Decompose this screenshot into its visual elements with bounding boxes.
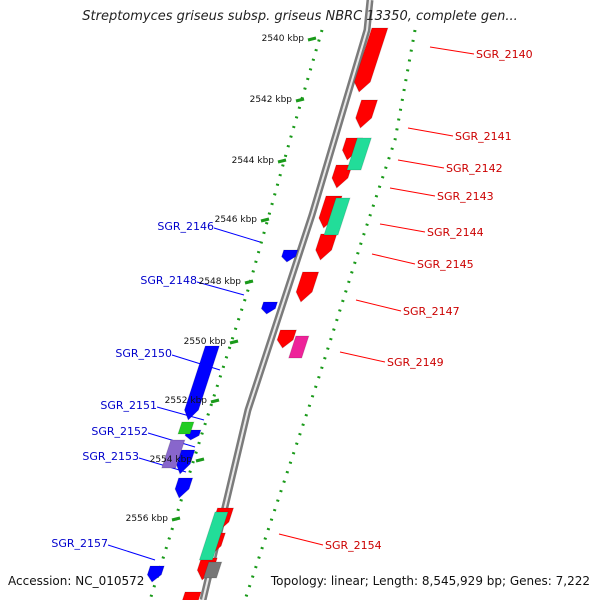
reverse-gene-label: SGR_2157 [51, 537, 108, 550]
gene-labels: SGR_2140 SGR_2141 SGR_2142 SGR_2143 SGR_2144… [51, 48, 532, 552]
forward-leader-line [397, 159, 445, 169]
reverse-gene-arrow [281, 249, 299, 263]
forward-leader-line [389, 187, 436, 197]
forward-gene-arrow [315, 233, 338, 261]
teal-gene-block [323, 197, 351, 236]
reverse-gene-label: SGR_2153 [82, 450, 139, 463]
reverse-gene-arrow [183, 345, 220, 421]
forward-leader-line [355, 299, 402, 312]
scale-tick-label: 2552 kbp [165, 396, 208, 406]
right-dot-track [243, 29, 417, 601]
scale-tick-mark [171, 516, 181, 522]
reverse-leader-line [196, 281, 245, 296]
forward-leader-line [371, 253, 416, 265]
reverse-leader-line [138, 457, 187, 473]
reverse-gene-arrow [174, 477, 194, 499]
reverse-gene-label: SGR_2150 [115, 347, 172, 360]
reverse-gene-arrow [260, 301, 279, 315]
forward-leader-line [278, 533, 324, 546]
reverse-leader-line [107, 544, 156, 561]
scale-tick-mark [244, 279, 254, 285]
scale-tick-label: 2550 kbp [184, 337, 227, 347]
forward-gene-label: SGR_2141 [455, 130, 512, 143]
reverse-gene-label: SGR_2148 [140, 274, 197, 287]
reverse-leader-line [213, 227, 261, 243]
reverse-leader-line [156, 406, 205, 421]
scale-tick-mark [229, 339, 239, 345]
forward-gene-label: SGR_2154 [325, 539, 382, 552]
scale-dot-tracks [148, 29, 417, 601]
forward-gene-arrow [355, 99, 379, 129]
teal-gene-block [346, 137, 372, 171]
scale-tick-label: 2548 kbp [199, 277, 242, 287]
scale-tick-label: 2554 kbp [150, 455, 193, 465]
reverse-gene-label: SGR_2151 [100, 399, 157, 412]
forward-gene-label: SGR_2144 [427, 226, 484, 239]
left-dot-track [148, 29, 324, 601]
accession-label: Accession: NC_010572 [8, 574, 145, 588]
genome-backbone-highlight [202, 0, 371, 601]
magenta-gene-block [288, 335, 310, 359]
green-gene-block [177, 421, 195, 435]
reverse-gene-label: SGR_2146 [157, 220, 214, 233]
forward-gene-arrow [180, 591, 202, 604]
reverse-gene-arrow [146, 565, 165, 583]
forward-gene-arrow [353, 27, 389, 93]
forward-gene-label: SGR_2147 [403, 305, 460, 318]
forward-leader-line [379, 223, 426, 233]
gene-features [146, 27, 389, 604]
violet-gene-block [161, 439, 186, 469]
scale-tick-label: 2540 kbp [262, 34, 305, 44]
forward-gene-label: SGR_2140 [476, 48, 533, 61]
gray-gene-block [202, 561, 223, 579]
forward-leader-line [407, 127, 454, 137]
forward-gene-label: SGR_2149 [387, 356, 444, 369]
scale-tick-mark [260, 217, 270, 223]
scale-tick-label: 2556 kbp [126, 514, 169, 524]
forward-gene-arrow [295, 271, 320, 303]
scale-tick-mark [307, 36, 317, 42]
scale-tick-mark [195, 457, 205, 463]
forward-gene-label: SGR_2145 [417, 258, 474, 271]
scale-tick-label: 2542 kbp [250, 95, 293, 105]
forward-gene-label: SGR_2143 [437, 190, 494, 203]
forward-gene-label: SGR_2142 [446, 162, 503, 175]
scale-tick-mark [210, 398, 220, 404]
map-title: Streptomyces griseus subsp. griseus NBRC… [82, 9, 518, 24]
scale-tick-mark [277, 158, 287, 164]
forward-leader-line [339, 351, 386, 363]
forward-leader-line [429, 46, 475, 55]
scale-tick-label: 2544 kbp [232, 156, 275, 166]
scale-tick-mark [295, 97, 305, 103]
scale-tick-label: 2546 kbp [215, 215, 258, 225]
teal-gene-block [198, 511, 229, 561]
forward-gene-arrow [276, 329, 298, 349]
scale-ticks: 2540 kbp 2542 kbp 2544 kbp 2546 kbp 2548 kbp… [126, 34, 317, 524]
label-leader-lines [107, 46, 475, 561]
genome-summary: Topology: linear; Length: 8,545,929 bp; … [270, 574, 590, 588]
reverse-gene-label: SGR_2152 [91, 425, 148, 438]
